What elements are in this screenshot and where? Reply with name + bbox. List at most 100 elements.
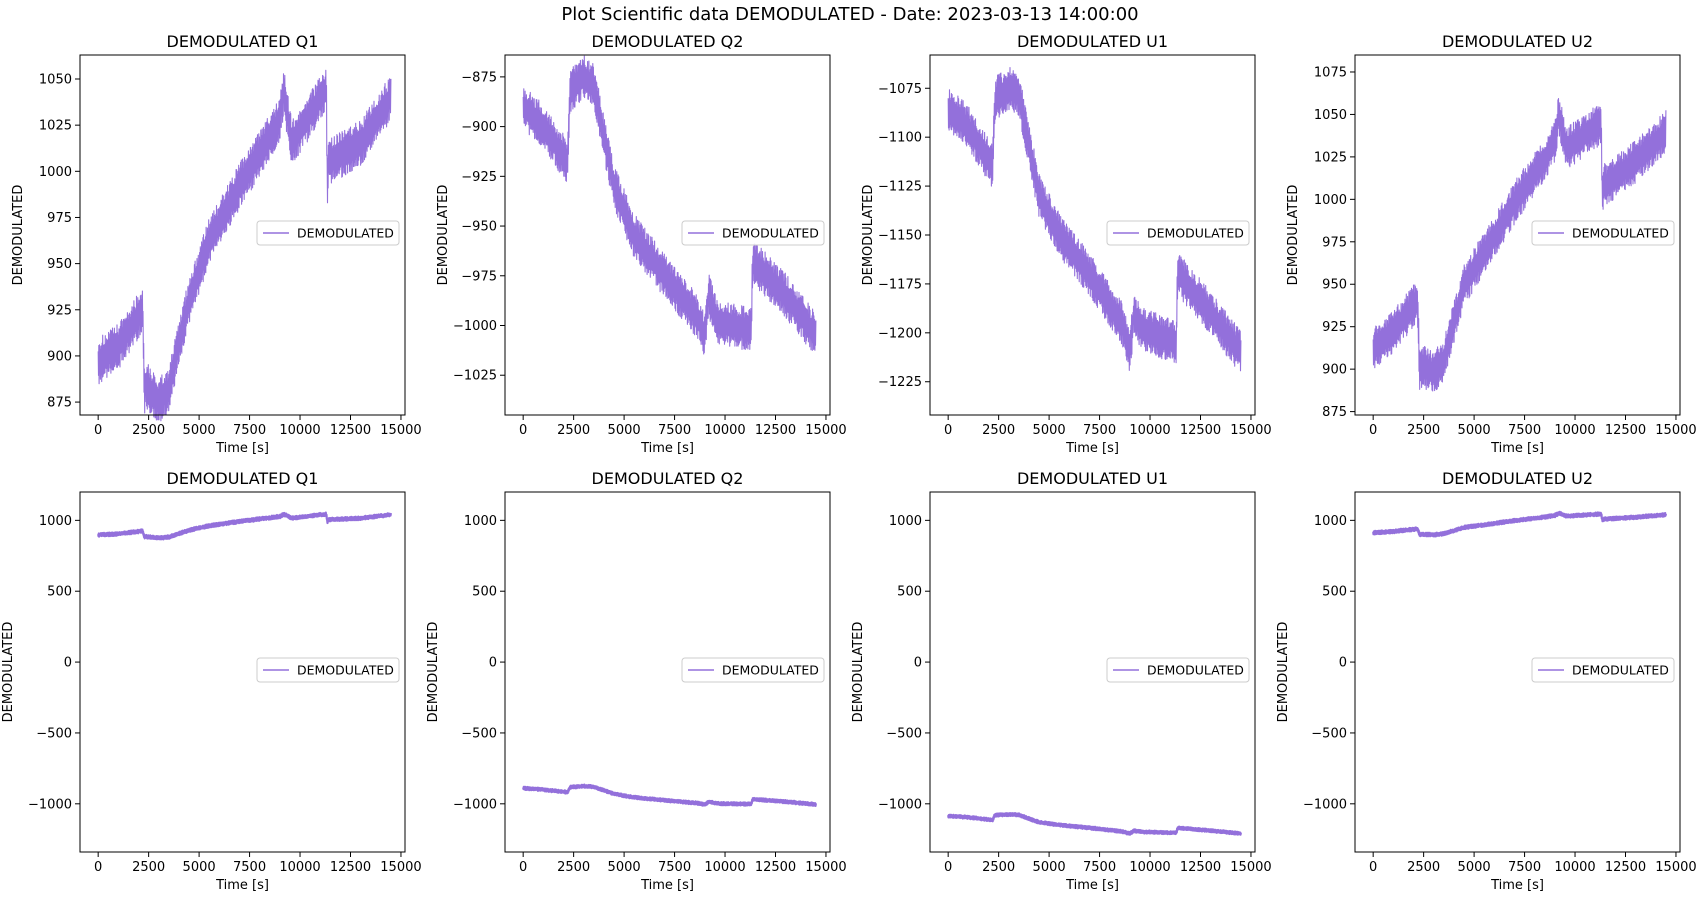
x-tick-label: 7500	[658, 860, 691, 875]
y-tick-label: −1150	[878, 229, 922, 244]
y-tick-label: 950	[47, 257, 72, 272]
y-axis-label: DEMODULATED	[1276, 622, 1291, 723]
x-axis-label: Time [s]	[215, 441, 269, 456]
y-tick-label: −1100	[878, 131, 922, 146]
y-tick-label: −900	[461, 120, 497, 135]
y-tick-label: −950	[461, 220, 497, 235]
x-tick-label: 0	[519, 860, 527, 875]
y-tick-label: 1050	[39, 73, 72, 88]
x-tick-label: 12500	[1605, 860, 1646, 875]
subplot-title: DEMODULATED U1	[1017, 32, 1168, 51]
x-tick-label: 2500	[557, 860, 590, 875]
y-tick-label: 975	[47, 211, 72, 226]
subplot-3: 0 2500 5000 7500 10000 12500 15000 −1225 −1200 −1…	[861, 32, 1272, 456]
y-tick-label: 500	[472, 585, 497, 600]
x-tick-label: 0	[94, 423, 102, 438]
legend-box	[1106, 220, 1250, 246]
subplot-6: 0 2500 5000 7500 10000 12500 15000 −1000 −500 0 50…	[426, 469, 847, 893]
y-tick-label: 0	[914, 656, 922, 671]
y-tick-label: 900	[1322, 363, 1347, 378]
y-tick-label: −1075	[878, 82, 922, 97]
x-tick-label: 12500	[330, 423, 371, 438]
x-tick-label: 12500	[1180, 423, 1221, 438]
x-tick-label: 10000	[1129, 423, 1170, 438]
x-axis-label: Time [s]	[1065, 878, 1119, 893]
y-tick-label: −975	[461, 269, 497, 284]
x-tick-label: 2500	[982, 423, 1015, 438]
y-tick-label: 0	[64, 656, 72, 671]
x-tick-label: 10000	[1129, 860, 1170, 875]
x-tick-label: 12500	[330, 860, 371, 875]
series-line-3	[947, 66, 1242, 372]
x-tick-label: 5000	[183, 423, 216, 438]
subplot-1: 0 2500 5000 7500 10000 12500 15000 875 900 925 950…	[11, 32, 422, 456]
x-tick-label: 2500	[557, 423, 590, 438]
x-tick-label: 15000	[1230, 860, 1271, 875]
x-tick-label: 12500	[1605, 423, 1646, 438]
x-tick-label: 10000	[1554, 860, 1595, 875]
x-axis-label: Time [s]	[215, 878, 269, 893]
x-tick-label: 7500	[1508, 860, 1541, 875]
y-tick-label: 1000	[1314, 514, 1347, 529]
y-axis-label: DEMODULATED	[851, 622, 866, 723]
y-axis-label: DEMODULATED	[1286, 185, 1301, 286]
legend-label: DEMODULATED	[722, 663, 819, 678]
x-tick-label: 2500	[132, 860, 165, 875]
x-tick-label: 5000	[1458, 423, 1491, 438]
legend-box	[681, 220, 825, 246]
y-tick-label: −500	[461, 726, 497, 741]
x-tick-label: 5000	[183, 860, 216, 875]
y-tick-label: −1025	[453, 369, 497, 384]
legend-box	[1106, 657, 1250, 683]
x-tick-label: 7500	[233, 423, 266, 438]
x-tick-label: 12500	[755, 423, 796, 438]
legend-label: DEMODULATED	[1572, 226, 1669, 241]
y-axis-label: DEMODULATED	[11, 185, 26, 286]
y-axis-label: DEMODULATED	[426, 622, 441, 723]
y-tick-label: −1225	[878, 375, 922, 390]
y-tick-label: 925	[47, 303, 72, 318]
y-tick-label: 1000	[464, 514, 497, 529]
x-tick-label: 7500	[658, 423, 691, 438]
subplot-8: 0 2500 5000 7500 10000 12500 15000 −1000 −500 0 50…	[1276, 469, 1697, 893]
y-tick-label: 900	[47, 349, 72, 364]
x-tick-label: 2500	[132, 423, 165, 438]
y-tick-label: 1050	[1314, 108, 1347, 123]
x-axis-label: Time [s]	[1490, 441, 1544, 456]
legend: DEMODULATED	[1106, 220, 1250, 246]
x-tick-label: 15000	[805, 423, 846, 438]
legend-box	[1531, 220, 1675, 246]
subplot-title: DEMODULATED U2	[1442, 32, 1593, 51]
subplot-title: DEMODULATED Q1	[167, 469, 319, 488]
subplot-title: DEMODULATED Q1	[167, 32, 319, 51]
series-line-2	[522, 55, 817, 355]
x-tick-label: 0	[1369, 860, 1377, 875]
x-tick-label: 15000	[805, 860, 846, 875]
subplot-title: DEMODULATED Q2	[592, 32, 744, 51]
x-tick-label: 10000	[1554, 423, 1595, 438]
y-tick-label: 500	[47, 585, 72, 600]
x-tick-label: 5000	[1033, 860, 1066, 875]
x-axis-label: Time [s]	[640, 878, 694, 893]
figure-suptitle: Plot Scientific data DEMODULATED - Date:…	[561, 4, 1138, 25]
x-tick-label: 15000	[380, 860, 421, 875]
axes-frame	[1354, 491, 1681, 853]
x-tick-label: 2500	[1407, 860, 1440, 875]
legend: DEMODULATED	[681, 657, 825, 683]
y-tick-label: 975	[1322, 235, 1347, 250]
y-axis-label: DEMODULATED	[1, 622, 16, 723]
legend: DEMODULATED	[681, 220, 825, 246]
x-tick-label: 0	[944, 423, 952, 438]
x-tick-label: 15000	[1655, 423, 1696, 438]
series-line-1	[97, 69, 392, 422]
x-tick-label: 5000	[608, 423, 641, 438]
legend: DEMODULATED	[256, 220, 400, 246]
y-tick-label: 1000	[39, 165, 72, 180]
series-line-8	[1372, 510, 1667, 538]
y-tick-label: 875	[1322, 405, 1347, 420]
x-tick-label: 2500	[1407, 423, 1440, 438]
y-tick-label: 875	[47, 396, 72, 411]
subplot-7: 0 2500 5000 7500 10000 12500 15000 −1000 −500 0 50…	[851, 469, 1272, 893]
